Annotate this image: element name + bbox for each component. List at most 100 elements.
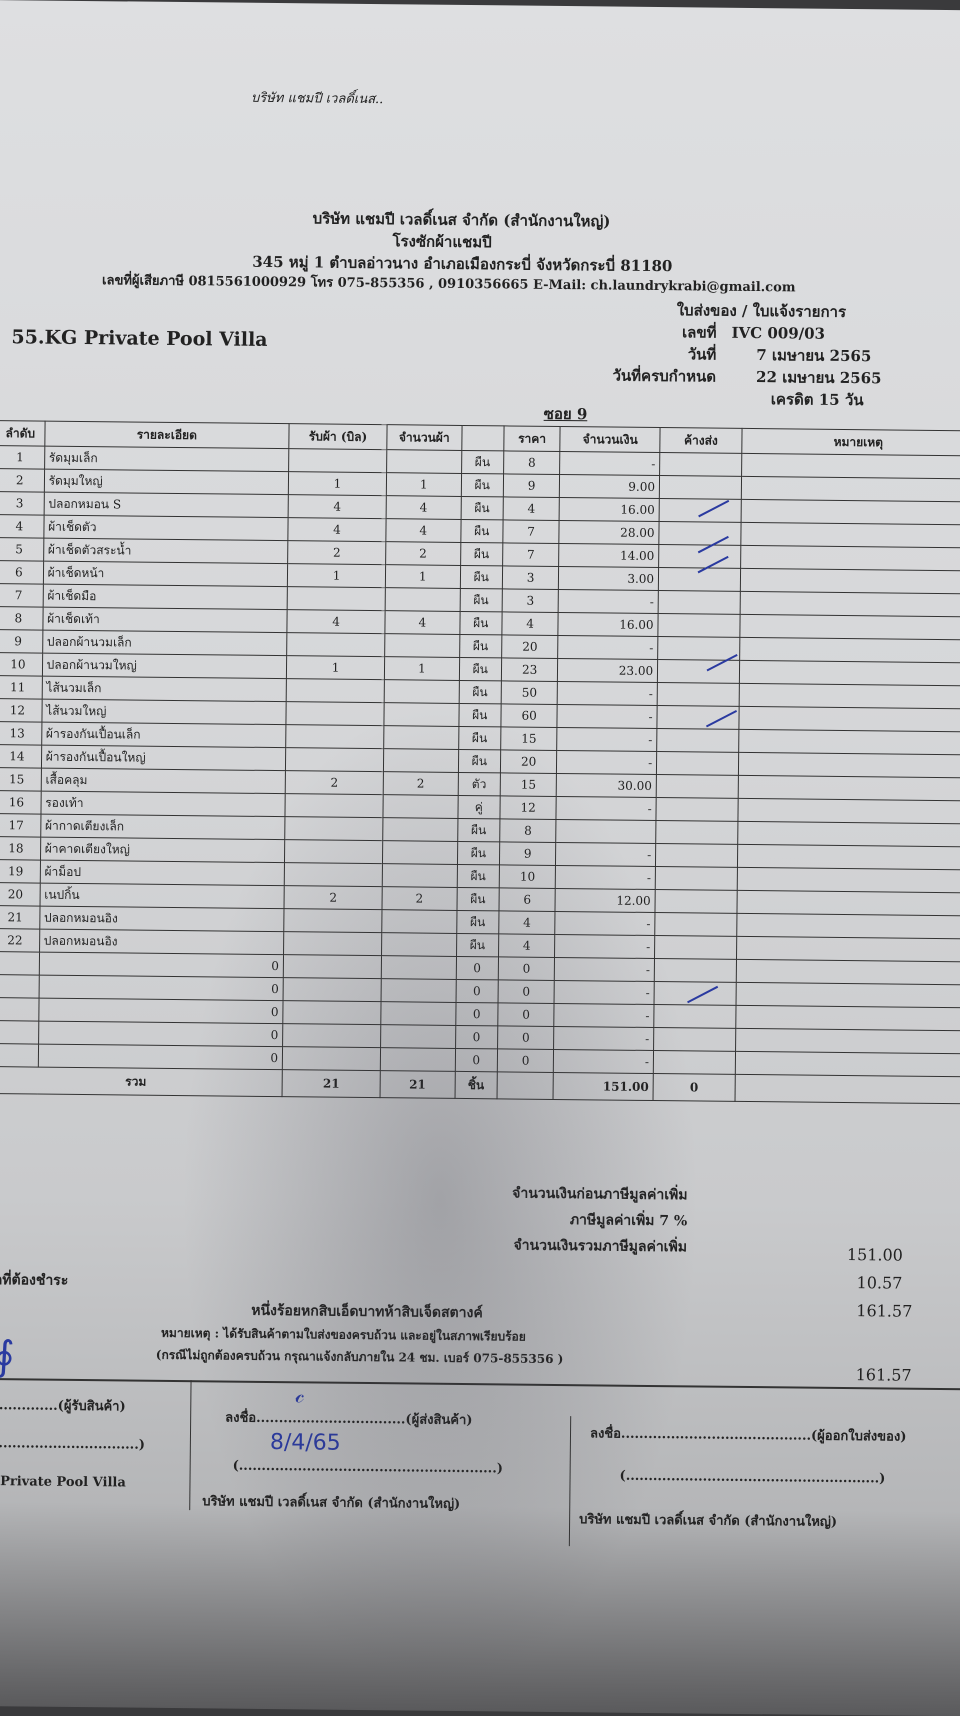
table-cell: 10 bbox=[0, 652, 43, 677]
table-cell bbox=[653, 1004, 736, 1029]
table-cell bbox=[656, 751, 739, 776]
items-table: ลำดับ รายละเอียด รับผ้า (บิล) จำนวนผ้า ราคาจ… bbox=[0, 420, 960, 1104]
total-cell: 0 bbox=[653, 1073, 736, 1102]
table-cell: 7 bbox=[502, 542, 560, 567]
table-cell bbox=[653, 1027, 736, 1052]
table-cell: - bbox=[556, 750, 657, 775]
table-cell: ผืน bbox=[460, 542, 503, 566]
table-cell bbox=[286, 632, 385, 657]
table-cell: ผืน bbox=[456, 910, 499, 934]
issuer-sign-label: ลงชื่อ bbox=[589, 1426, 622, 1442]
table-cell: ผืน bbox=[461, 450, 504, 474]
table-cell: ผืน bbox=[457, 749, 501, 773]
column-header: จำนวนผ้า bbox=[386, 424, 462, 451]
table-cell: 11 bbox=[0, 675, 43, 700]
column-header: หมายเหตุ bbox=[741, 428, 960, 456]
table-cell: 10 bbox=[499, 864, 556, 889]
signature-col-divider-2 bbox=[568, 1416, 572, 1547]
table-cell: ผืน bbox=[460, 473, 504, 497]
table-cell: 14 bbox=[0, 744, 42, 769]
total-cell: 21 bbox=[380, 1070, 455, 1099]
table-cell: 2 bbox=[284, 885, 383, 910]
table-cell bbox=[740, 568, 960, 594]
table-cell: 9 bbox=[503, 473, 560, 498]
table-cell bbox=[658, 590, 741, 615]
table-cell: 3.00 bbox=[558, 566, 659, 591]
table-cell bbox=[0, 1043, 39, 1068]
table-cell bbox=[738, 752, 960, 778]
table-cell: - bbox=[553, 1049, 654, 1074]
table-cell: เนปกิ้น bbox=[39, 883, 285, 909]
table-cell bbox=[288, 448, 387, 473]
table-cell bbox=[0, 1020, 39, 1045]
table-cell bbox=[386, 449, 462, 474]
doc-no: IVC 009/03 bbox=[731, 323, 826, 343]
table-cell: 21 bbox=[0, 905, 40, 930]
table-cell: 4 bbox=[503, 496, 560, 521]
table-cell: 2 bbox=[287, 540, 386, 565]
table-cell: ผืน bbox=[456, 864, 500, 888]
table-cell: 2 bbox=[0, 468, 45, 493]
table-cell: 22 bbox=[0, 928, 40, 953]
table-cell bbox=[740, 499, 960, 525]
table-cell: 0 bbox=[38, 952, 284, 978]
payable-label: ยอดที่ต้องชำระ bbox=[0, 1271, 69, 1289]
table-cell: 4 bbox=[288, 494, 387, 519]
table-cell bbox=[286, 678, 385, 703]
table-cell bbox=[737, 775, 960, 801]
column-header: รับผ้า (บิล) bbox=[288, 423, 388, 450]
table-cell bbox=[380, 1001, 456, 1026]
table-cell bbox=[283, 908, 383, 933]
table-cell: ไส้นวมใหญ่ bbox=[41, 699, 287, 725]
table-cell: 4 bbox=[0, 514, 44, 539]
table-cell: ผ้าเช็ดตัวสระน้ำ bbox=[43, 538, 288, 564]
total-amount: 161.57 bbox=[856, 1301, 913, 1321]
table-cell: ผืน bbox=[457, 818, 500, 842]
table-cell: ปลอกหมอนอิง bbox=[39, 929, 284, 955]
table-cell: ผ้าเช็ดตัว bbox=[43, 515, 289, 541]
table-cell: ผ้าม็อป bbox=[39, 860, 285, 886]
table-cell bbox=[657, 636, 740, 661]
table-cell bbox=[384, 679, 459, 704]
table-cell: - bbox=[559, 451, 660, 476]
table-cell bbox=[654, 958, 737, 983]
table-cell: คู่ bbox=[457, 795, 501, 819]
table-cell: 4 bbox=[287, 517, 387, 542]
table-cell: 0 bbox=[454, 1048, 498, 1072]
issuer-label: (ผู้ออกใบส่งของ) bbox=[810, 1428, 907, 1445]
table-cell bbox=[381, 909, 457, 934]
table-cell bbox=[655, 866, 738, 891]
table-cell bbox=[656, 728, 739, 753]
table-cell bbox=[738, 706, 960, 732]
table-cell bbox=[740, 545, 960, 571]
table-cell bbox=[739, 660, 960, 686]
company-address: 345 หมู่ 1 ตำบลอ่าวนาง อำเภอเมืองกระบี่ … bbox=[252, 252, 673, 276]
table-cell: - bbox=[557, 635, 658, 660]
table-cell: 18 bbox=[0, 836, 41, 861]
table-cell bbox=[382, 840, 458, 865]
table-cell: 0 bbox=[455, 1025, 498, 1049]
table-cell bbox=[741, 453, 960, 479]
table-cell: 3 bbox=[502, 588, 559, 613]
table-cell bbox=[659, 452, 742, 477]
table-cell: ผืน bbox=[458, 726, 501, 750]
table-cell: ผืน bbox=[459, 565, 503, 589]
table-cell: 0 bbox=[38, 1021, 283, 1047]
table-cell: - bbox=[554, 957, 655, 982]
table-cell: 23 bbox=[501, 657, 558, 682]
table-cell bbox=[284, 862, 383, 887]
table-cell bbox=[285, 747, 384, 772]
table-cell bbox=[284, 816, 384, 841]
table-cell: ปลอกหมอนอิง bbox=[39, 906, 285, 932]
table-cell bbox=[381, 978, 456, 1003]
table-cell: 7 bbox=[0, 583, 44, 608]
table-cell: - bbox=[555, 865, 656, 890]
table-cell: 3 bbox=[0, 491, 45, 516]
table-cell: ผืน bbox=[458, 703, 502, 727]
table-cell: 14.00 bbox=[558, 543, 659, 568]
table-cell: 28.00 bbox=[559, 520, 660, 545]
table-cell bbox=[657, 682, 740, 707]
table-cell bbox=[736, 890, 960, 916]
table-cell: 12 bbox=[499, 795, 557, 820]
table-cell bbox=[654, 981, 737, 1006]
